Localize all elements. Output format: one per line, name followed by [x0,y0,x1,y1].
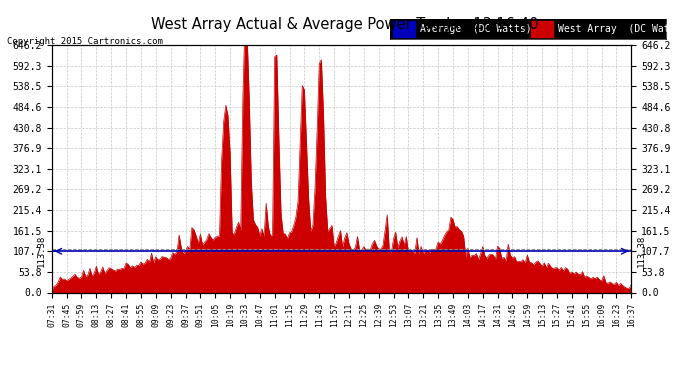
Text: West Array  (DC Watts): West Array (DC Watts) [558,24,687,34]
Bar [531,21,553,38]
Bar [393,21,415,38]
Text: Average  (DC Watts): Average (DC Watts) [420,24,532,34]
Text: 113.38: 113.38 [637,235,646,267]
Text: 113.38: 113.38 [37,235,46,267]
Text: Copyright 2015 Cartronics.com: Copyright 2015 Cartronics.com [7,38,163,46]
Text: West Array Actual & Average Power Tue Jan 13 16:40: West Array Actual & Average Power Tue Ja… [151,17,539,32]
